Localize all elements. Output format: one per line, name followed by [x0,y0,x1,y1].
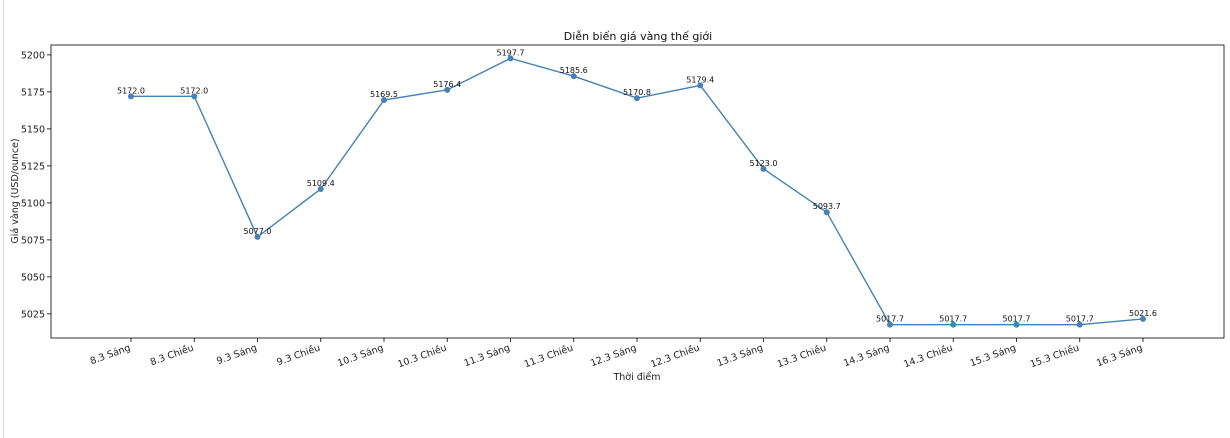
data-label: 5197.7 [497,48,525,57]
plot-area [50,44,1225,339]
data-label: 5017.7 [1066,315,1094,324]
data-label: 5109.4 [307,179,335,188]
x-tick-label: 14.3 Chiều [902,342,954,370]
y-tick-label: 5125 [21,161,45,172]
x-tick-label: 12.3 Sáng [589,342,638,369]
data-labels: 5172.0 5172.0 5077.0 5109.4 5169.5 5176.4 5197… [117,48,1157,323]
data-point [128,93,134,100]
data-point [254,233,261,240]
x-tick-label: 9.3 Chiều [275,342,321,368]
data-label: 5176.4 [433,80,461,89]
x-tick-label: 14.3 Sáng [842,342,891,369]
data-point [1140,315,1146,322]
data-point [950,321,957,328]
data-label: 5017.7 [1003,315,1031,324]
x-tick-label: 13.3 Sáng [716,342,765,369]
y-tick-label: 5150 [21,124,45,135]
data-point [1013,321,1020,328]
data-point [570,73,577,80]
data-point [887,321,893,328]
data-point [444,86,451,93]
data-label: 5179.4 [686,75,714,84]
x-tick-label: 9.3 Sáng [215,342,258,367]
data-label: 5077.0 [244,227,272,236]
y-tick-label: 5100 [21,198,45,209]
y-tick-label: 5025 [21,309,45,320]
data-point [823,209,830,216]
data-label: 5172.0 [180,86,208,95]
x-tick-label: 13.3 Chiều [776,342,828,370]
data-label: 5170.8 [623,88,651,97]
left-border [3,0,4,438]
data-point [191,93,198,100]
y-tick-label: 5050 [21,272,45,283]
data-point [317,185,324,192]
y-tick-label: 5175 [21,87,45,98]
x-tick-label: 11.3 Sáng [463,342,512,369]
data-point [697,82,704,89]
x-tick-label: 8.3 Sáng [89,342,132,367]
y-axis: 5025 5050 5075 5100 5125 5150 5175 5200 [21,50,51,320]
x-axis-title: Thời điểm [612,372,660,383]
x-tick-label: 10.3 Sáng [336,342,385,369]
x-tick-label: 10.3 Chiều [396,342,448,370]
x-tick-label: 15.3 Chiều [1029,342,1081,370]
x-tick-label: 11.3 Chiều [523,342,575,370]
data-label: 5123.0 [750,159,778,168]
data-point [760,165,767,172]
x-tick-label: 8.3 Chiều [149,342,195,368]
x-tick-label: 16.3 Sáng [1095,342,1144,369]
y-axis-title: Giá vàng (USD/ounce) [10,138,21,243]
data-label: 5185.6 [560,66,588,75]
data-label: 5169.5 [370,90,398,99]
data-point [1076,321,1083,328]
data-label: 5093.7 [813,202,841,211]
y-tick-label: 5075 [21,235,45,246]
data-label: 5017.7 [939,315,967,324]
data-label: 5172.0 [117,86,145,95]
data-point [634,95,640,102]
x-tick-label: 12.3 Chiều [649,342,701,370]
data-point [507,55,514,62]
y-tick-label: 5200 [21,50,45,61]
x-tick-label: 15.3 Sáng [969,342,1018,369]
data-label: 5021.6 [1129,309,1157,318]
chart-title: Diễn biến giá vàng thế giới [564,30,712,43]
x-axis: 8.3 Sáng 8.3 Chiều 9.3 Sáng 9.3 Chiều 10.3 S… [89,338,1144,370]
data-point [381,97,387,104]
data-points [128,55,1146,328]
data-label: 5017.7 [876,315,904,324]
